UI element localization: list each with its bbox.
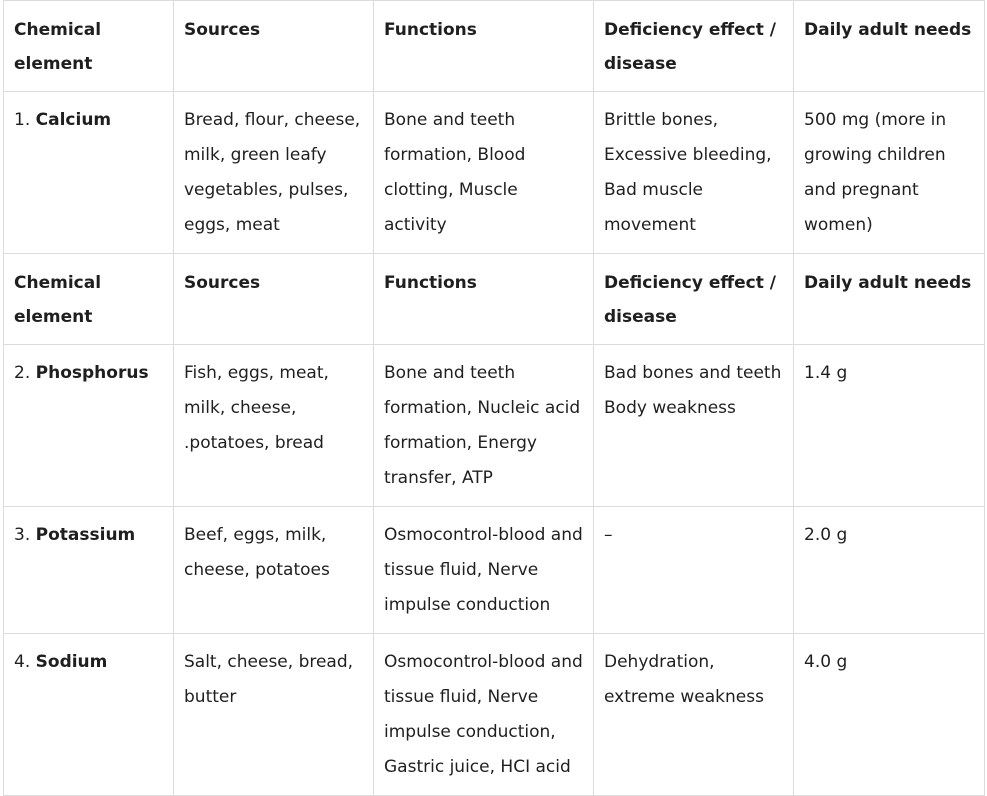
minerals-table: Chemical element Sources Functions Defic… [3,0,985,796]
functions-cell: Osmocontrol-blood and tissue fluid, Nerv… [373,633,594,796]
header-daily-needs: Daily adult needs [793,253,985,345]
deficiency-cell: Dehydration, extreme weakness [593,633,794,796]
element-number: 2. [14,363,31,383]
element-number: 3. [14,525,31,545]
header-functions: Functions [373,253,594,345]
sources-cell: Salt, cheese, bread, butter [173,633,374,796]
element-name: Phosphorus [35,363,149,383]
functions-cell: Osmocontrol-blood and tissue fluid, Nerv… [373,506,594,634]
header-deficiency: Deficiency effect / disease [593,0,794,92]
deficiency-cell: Bad bones and teeth Body weakness [593,344,794,507]
sources-cell: Fish, eggs, meat, milk, cheese, .potatoe… [173,344,374,507]
sources-cell: Beef, eggs, milk, cheese, potatoes [173,506,374,634]
header-sources: Sources [173,0,374,92]
element-name: Sodium [35,652,108,672]
element-name: Calcium [35,110,112,130]
header-chemical-element: Chemical element [3,0,174,92]
header-chemical-element: Chemical element [3,253,174,345]
needs-cell: 1.4 g [793,344,985,507]
deficiency-cell: Brittle bones, Excessive bleeding, Bad m… [593,91,794,254]
table-header-row: Chemical element Sources Functions Defic… [3,0,985,92]
sources-cell: Bread, flour, cheese, milk, green leafy … [173,91,374,254]
table-row: 1. Calcium Bread, flour, cheese, milk, g… [3,91,985,254]
deficiency-cell: – [593,506,794,634]
functions-cell: Bone and teeth formation, Blood clotting… [373,91,594,254]
element-cell: 2. Phosphorus [3,344,174,507]
needs-cell: 500 mg (more in growing children and pre… [793,91,985,254]
element-cell: 1. Calcium [3,91,174,254]
needs-cell: 4.0 g [793,633,985,796]
element-number: 4. [14,652,31,672]
element-cell: 4. Sodium [3,633,174,796]
table-row: 3. Potassium Beef, eggs, milk, cheese, p… [3,506,985,634]
table-row: 2. Phosphorus Fish, eggs, meat, milk, ch… [3,344,985,507]
element-cell: 3. Potassium [3,506,174,634]
header-functions: Functions [373,0,594,92]
element-number: 1. [14,110,31,130]
header-deficiency: Deficiency effect / disease [593,253,794,345]
element-name: Potassium [35,525,136,545]
table-header-row: Chemical element Sources Functions Defic… [3,253,985,345]
header-daily-needs: Daily adult needs [793,0,985,92]
functions-cell: Bone and teeth formation, Nucleic acid f… [373,344,594,507]
table-row: 4. Sodium Salt, cheese, bread, butter Os… [3,633,985,796]
needs-cell: 2.0 g [793,506,985,634]
header-sources: Sources [173,253,374,345]
